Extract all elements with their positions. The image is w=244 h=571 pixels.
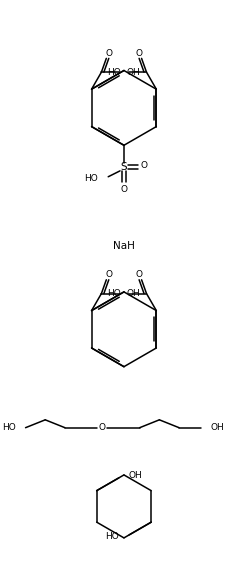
Text: OH: OH [211, 423, 224, 432]
Text: HO: HO [85, 174, 98, 183]
Text: O: O [140, 162, 147, 170]
Text: O: O [105, 270, 112, 279]
Text: OH: OH [127, 289, 141, 298]
Text: OH: OH [129, 472, 142, 480]
Text: O: O [105, 49, 112, 58]
Text: HO: HO [107, 67, 121, 77]
Text: O: O [99, 423, 106, 432]
Text: HO: HO [2, 423, 16, 432]
Text: OH: OH [127, 67, 141, 77]
Text: O: O [136, 49, 142, 58]
Text: HO: HO [105, 532, 119, 541]
Text: S: S [121, 162, 127, 172]
Text: HO: HO [107, 289, 121, 298]
Text: NaH: NaH [113, 240, 135, 251]
Text: O: O [121, 185, 127, 194]
Text: O: O [136, 270, 142, 279]
